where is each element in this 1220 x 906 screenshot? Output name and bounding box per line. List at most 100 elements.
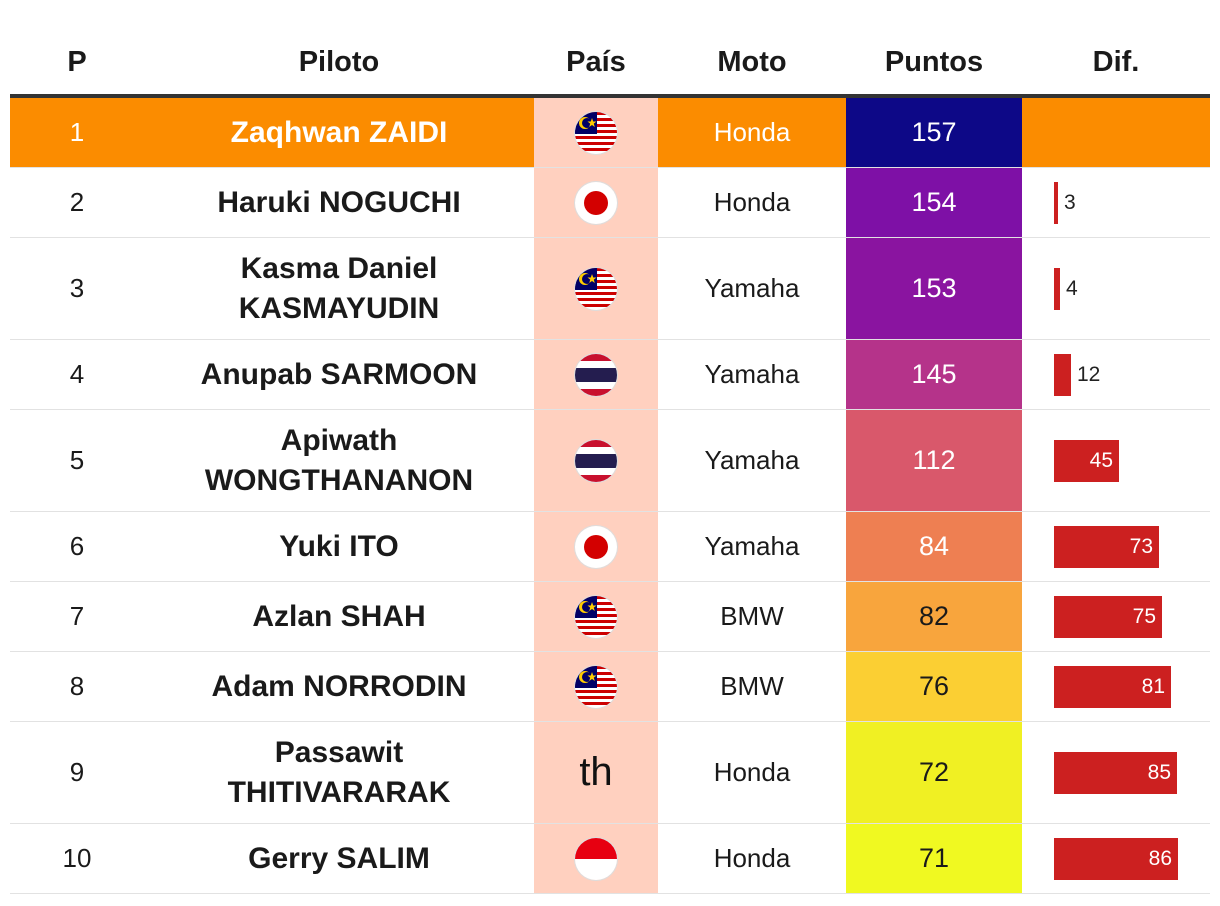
table-row[interactable]: 4 Anupab SARMOON Yamaha 145 12 (10, 340, 1210, 410)
gap-bar: 86 (1054, 837, 1178, 880)
bike-cell: BMW (720, 671, 784, 701)
position-cell: 10 (62, 843, 92, 873)
country-cell: th (534, 722, 658, 823)
country-cell (534, 410, 658, 511)
rider-name: Adam NORRODIN (211, 669, 467, 703)
thailand-flag-icon (575, 353, 617, 396)
gap-cell: 45 (1022, 410, 1210, 511)
japan-flag-icon (575, 181, 617, 224)
gap-label: 81 (1141, 674, 1165, 698)
bike-cell: Honda (713, 117, 791, 147)
table-row[interactable]: 5 Apiwath WONGTHANANON Yamaha 112 45 (10, 410, 1210, 512)
table-header: P Piloto País Moto Puntos Dif. (10, 30, 1210, 98)
country-cell (534, 824, 658, 893)
points-cell: 153 (846, 238, 1022, 339)
rider-name-cell: Apiwath WONGTHANANON (144, 410, 534, 511)
country-code-text: th (579, 750, 613, 794)
rider-name: Gerry SALIM (248, 841, 430, 875)
position-cell: 4 (69, 359, 85, 389)
country-cell (534, 340, 658, 409)
rider-name: Azlan SHAH (252, 599, 426, 633)
gap-label: 3 (1064, 190, 1076, 214)
position-cell: 5 (69, 445, 85, 475)
gap-label: 12 (1077, 362, 1101, 386)
table-row[interactable]: 1 Zaqhwan ZAIDI Honda 157 (10, 98, 1210, 168)
country-cell (534, 582, 658, 651)
points-cell: 112 (846, 410, 1022, 511)
points-cell: 71 (846, 824, 1022, 893)
japan-flag-icon (575, 525, 617, 568)
malaysia-flag-icon (575, 665, 617, 708)
position-cell: 6 (69, 531, 85, 561)
rider-name-cell: Yuki ITO (144, 512, 534, 581)
header-bike[interactable]: Moto (717, 45, 787, 78)
japan-flag-icon (575, 181, 617, 224)
gap-label: 45 (1089, 448, 1113, 472)
bike-cell: Honda (713, 843, 791, 873)
country-cell (534, 512, 658, 581)
position-cell: 7 (69, 601, 85, 631)
bike-cell: Yamaha (704, 445, 800, 475)
country-cell (534, 98, 658, 167)
thailand-flag-icon (575, 439, 617, 482)
bike-cell: Yamaha (704, 359, 800, 389)
table-row[interactable]: 2 Haruki NOGUCHI Honda 154 3 (10, 168, 1210, 238)
malaysia-flag-icon (575, 595, 617, 638)
bike-cell: Honda (713, 757, 791, 787)
gap-label: 85 (1147, 760, 1171, 784)
rider-name: Yuki ITO (279, 529, 399, 563)
header-points[interactable]: Puntos (884, 45, 984, 78)
rider-name: Haruki NOGUCHI (217, 185, 461, 219)
gap-cell (1022, 98, 1210, 167)
malaysia-flag-icon (575, 267, 617, 310)
gap-bar (1054, 181, 1058, 224)
position-cell: 2 (69, 187, 85, 217)
gap-bar: 85 (1054, 751, 1177, 794)
table-row[interactable]: 7 Azlan SHAH BMW 82 75 (10, 582, 1210, 652)
gap-cell: 85 (1022, 722, 1210, 823)
gap-label: 4 (1066, 276, 1078, 300)
points-cell: 76 (846, 652, 1022, 721)
country-cell (534, 168, 658, 237)
bike-cell: Honda (713, 187, 791, 217)
malaysia-flag-icon (575, 267, 617, 310)
rider-name-cell: Passawit THITIVARARAK (144, 722, 534, 823)
points-cell: 84 (846, 512, 1022, 581)
header-gap[interactable]: Dif. (1092, 45, 1140, 78)
malaysia-flag-icon (575, 111, 617, 154)
rider-name: Anupab SARMOON (200, 357, 478, 391)
gap-bar: 81 (1054, 665, 1171, 708)
rider-name-cell: Haruki NOGUCHI (144, 168, 534, 237)
rider-name-cell: Adam NORRODIN (144, 652, 534, 721)
points-cell: 145 (846, 340, 1022, 409)
header-country[interactable]: País (566, 45, 626, 78)
gap-cell: 3 (1022, 168, 1210, 237)
gap-bar: 73 (1054, 525, 1159, 568)
malaysia-flag-icon (575, 111, 617, 154)
indonesia-flag-icon (575, 837, 617, 880)
bike-cell: BMW (720, 601, 784, 631)
rider-name-cell: Zaqhwan ZAIDI (144, 98, 534, 167)
bike-cell: Yamaha (704, 531, 800, 561)
table-row[interactable]: 6 Yuki ITO Yamaha 84 73 (10, 512, 1210, 582)
standings-table: P Piloto País Moto Puntos Dif. 1 Zaqhwan … (10, 30, 1210, 894)
rider-name-cell: Gerry SALIM (144, 824, 534, 893)
table-row[interactable]: 10 Gerry SALIM Honda 71 86 (10, 824, 1210, 894)
table-row[interactable]: 3 Kasma Daniel KASMAYUDIN Yamaha 153 4 (10, 238, 1210, 340)
gap-cell: 4 (1022, 238, 1210, 339)
points-cell: 72 (846, 722, 1022, 823)
gap-cell: 75 (1022, 582, 1210, 651)
gap-label: 75 (1132, 604, 1156, 628)
position-cell: 9 (69, 757, 85, 787)
country-cell (534, 238, 658, 339)
rider-name-cell: Azlan SHAH (144, 582, 534, 651)
rider-name: Kasma Daniel KASMAYUDIN (238, 251, 440, 325)
table-row[interactable]: 8 Adam NORRODIN BMW 76 81 (10, 652, 1210, 722)
gap-cell: 12 (1022, 340, 1210, 409)
gap-cell: 86 (1022, 824, 1210, 893)
points-cell: 157 (846, 98, 1022, 167)
thailand-flag-icon (575, 439, 617, 482)
header-rider[interactable]: Piloto (298, 46, 380, 78)
header-position[interactable]: P (67, 45, 87, 78)
table-row[interactable]: 9 Passawit THITIVARARAK th Honda 72 85 (10, 722, 1210, 824)
